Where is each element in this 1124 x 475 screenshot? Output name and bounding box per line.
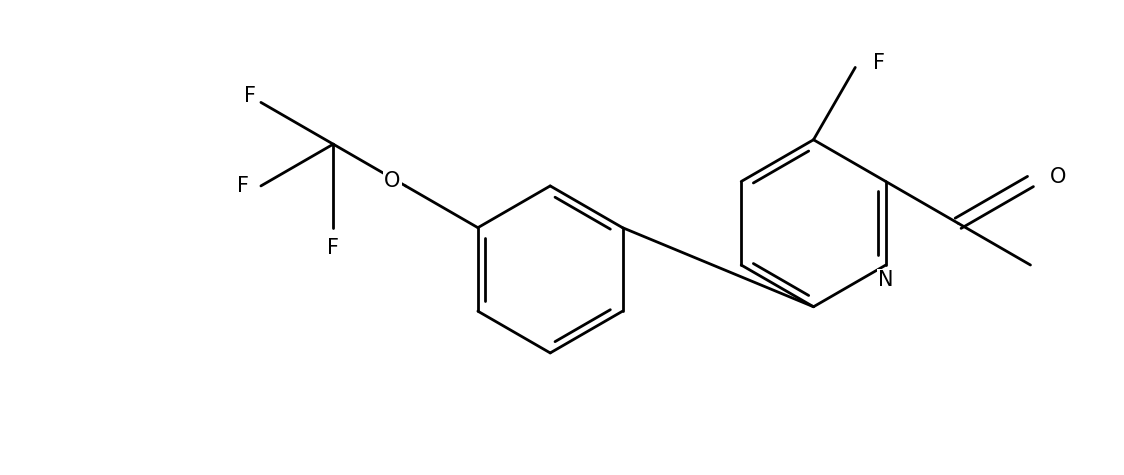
Text: F: F [244,86,256,105]
Text: N: N [878,270,894,290]
Text: O: O [384,171,400,191]
Text: F: F [873,53,885,73]
Text: F: F [327,238,339,257]
Text: O: O [1050,167,1067,187]
Text: F: F [237,176,250,196]
